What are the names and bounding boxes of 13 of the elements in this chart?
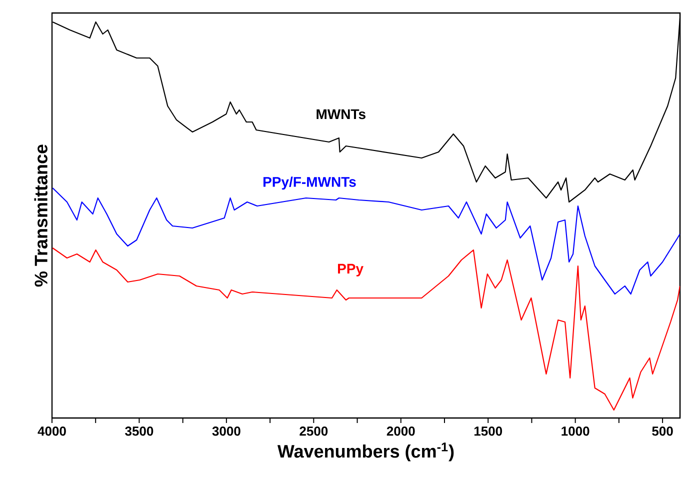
series-label: PPy/F-MWNTs	[263, 176, 356, 190]
x-tick-label: 2000	[386, 426, 415, 436]
x-tick-label: 500	[652, 426, 673, 436]
x-tick-label: 2500	[300, 426, 328, 436]
x-tick-label: 3500	[125, 426, 154, 436]
x-tick-label: 3000	[212, 426, 240, 436]
series-label: PPy	[338, 264, 364, 276]
series-label: MWNTs	[316, 109, 366, 120]
y-axis-title: % Transmittance	[34, 144, 48, 287]
x-axis-title: Wavenumbers (cm$^{-1}$)	[277, 442, 454, 462]
x-tick-label: 1000	[562, 426, 590, 436]
x-tick-label: 1500	[474, 426, 502, 436]
x-tick-label: 4000	[38, 426, 66, 436]
